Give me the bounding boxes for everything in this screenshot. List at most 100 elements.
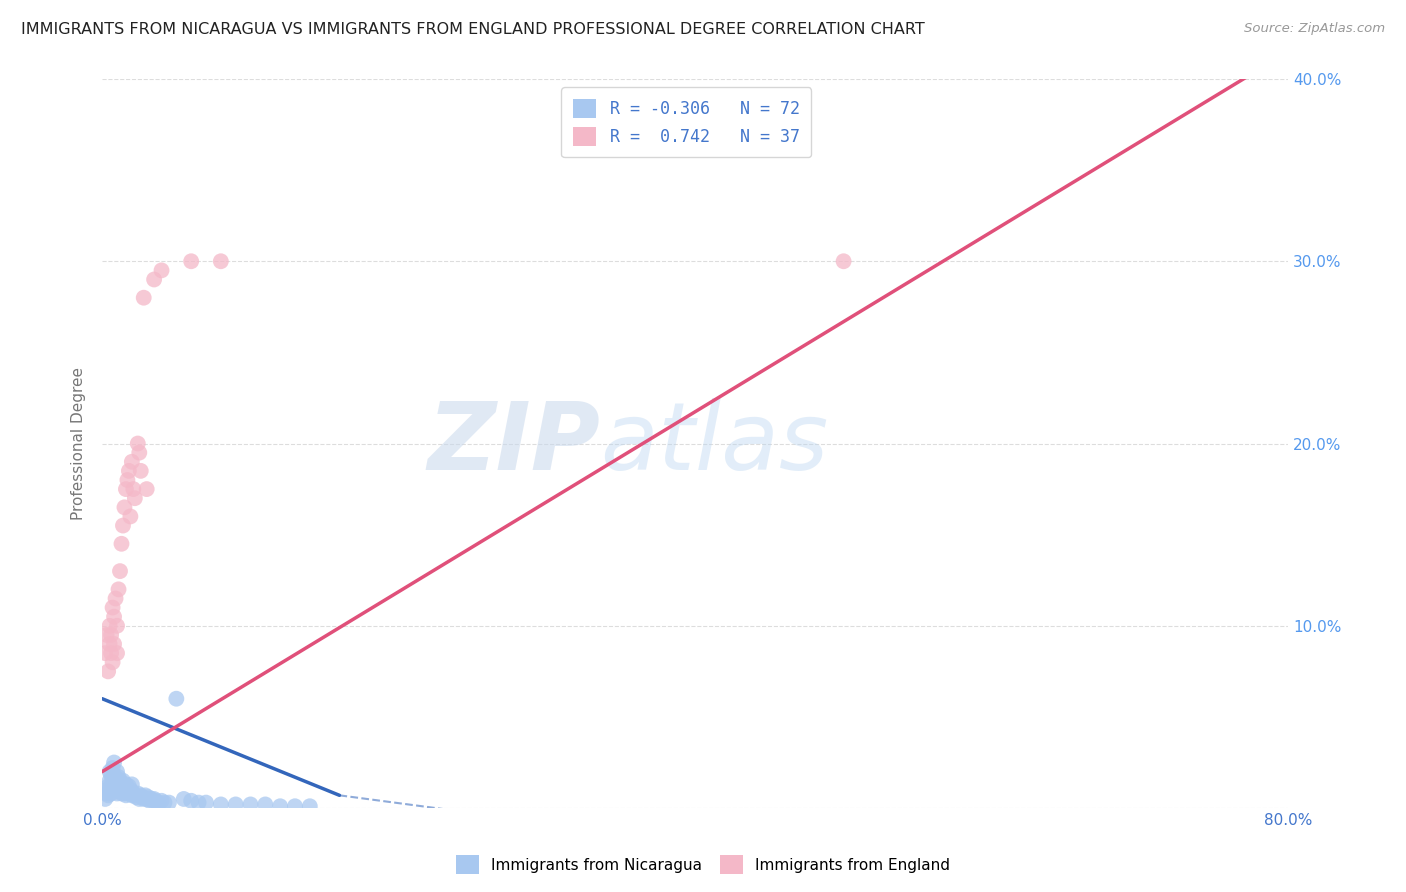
Point <box>128 445 150 459</box>
Point <box>97 789 120 803</box>
Point <box>187 796 209 810</box>
Text: IMMIGRANTS FROM NICARAGUA VS IMMIGRANTS FROM ENGLAND PROFESSIONAL DEGREE CORRELA: IMMIGRANTS FROM NICARAGUA VS IMMIGRANTS … <box>21 22 925 37</box>
Point <box>101 773 124 788</box>
Point <box>104 773 127 788</box>
Point <box>124 491 146 506</box>
Point <box>128 792 150 806</box>
Point <box>108 564 131 578</box>
Point <box>298 799 321 814</box>
Point <box>100 646 122 660</box>
Point <box>98 764 121 779</box>
Point <box>110 779 132 793</box>
Point <box>122 482 145 496</box>
Point <box>97 665 120 679</box>
Point <box>114 787 136 801</box>
Text: atlas: atlas <box>600 398 828 489</box>
Point <box>127 787 149 801</box>
Point <box>101 655 124 669</box>
Point <box>150 263 173 277</box>
Point <box>127 436 149 450</box>
Point <box>107 582 129 597</box>
Point <box>94 792 117 806</box>
Point <box>143 792 166 806</box>
Point <box>101 782 124 797</box>
Point <box>98 619 121 633</box>
Point <box>132 291 155 305</box>
Point <box>96 628 118 642</box>
Point <box>100 779 122 793</box>
Point <box>110 537 132 551</box>
Point <box>105 619 128 633</box>
Point <box>103 768 125 782</box>
Point <box>108 785 131 799</box>
Point <box>114 779 136 793</box>
Point <box>129 789 152 803</box>
Point <box>269 799 291 814</box>
Point <box>107 770 129 784</box>
Point <box>115 789 138 803</box>
Point <box>284 799 307 814</box>
Point <box>125 790 148 805</box>
Point <box>115 777 138 791</box>
Point <box>120 782 142 797</box>
Point <box>121 777 143 791</box>
Point <box>105 764 128 779</box>
Point <box>157 796 180 810</box>
Point <box>173 792 195 806</box>
Point <box>104 782 127 797</box>
Point <box>105 646 128 660</box>
Point <box>225 797 247 812</box>
Point <box>108 773 131 788</box>
Point <box>111 518 134 533</box>
Point <box>97 779 120 793</box>
Point <box>110 787 132 801</box>
Point <box>117 473 139 487</box>
Point <box>111 773 134 788</box>
Point <box>105 787 128 801</box>
Point <box>142 794 165 808</box>
Point <box>180 794 202 808</box>
Point <box>101 761 124 775</box>
Point <box>100 768 122 782</box>
Point <box>143 272 166 286</box>
Point <box>101 600 124 615</box>
Point <box>94 646 117 660</box>
Point <box>209 797 232 812</box>
Point <box>111 782 134 797</box>
Point <box>980 54 1002 68</box>
Point <box>209 254 232 268</box>
Point <box>96 787 118 801</box>
Point <box>98 773 121 788</box>
Point <box>129 464 152 478</box>
Point <box>104 591 127 606</box>
Text: Source: ZipAtlas.com: Source: ZipAtlas.com <box>1244 22 1385 36</box>
Point <box>150 794 173 808</box>
Point <box>103 609 125 624</box>
Point <box>153 796 176 810</box>
Point <box>145 794 167 808</box>
Point <box>124 789 146 803</box>
Point <box>120 509 142 524</box>
Point <box>105 777 128 791</box>
Point <box>103 756 125 770</box>
Point <box>135 482 157 496</box>
Point <box>131 790 153 805</box>
Point <box>98 782 121 797</box>
Point <box>115 482 138 496</box>
Point <box>114 500 136 515</box>
Point <box>832 254 855 268</box>
Point <box>103 637 125 651</box>
Point <box>139 792 162 806</box>
Point <box>100 787 122 801</box>
Legend: Immigrants from Nicaragua, Immigrants from England: Immigrants from Nicaragua, Immigrants fr… <box>450 849 956 880</box>
Point <box>121 789 143 803</box>
Point <box>136 790 159 805</box>
Point <box>254 797 277 812</box>
Point <box>148 796 170 810</box>
Text: ZIP: ZIP <box>427 398 600 490</box>
Point <box>121 455 143 469</box>
Point <box>165 691 187 706</box>
Point <box>132 792 155 806</box>
Point <box>117 782 139 797</box>
Point <box>122 787 145 801</box>
